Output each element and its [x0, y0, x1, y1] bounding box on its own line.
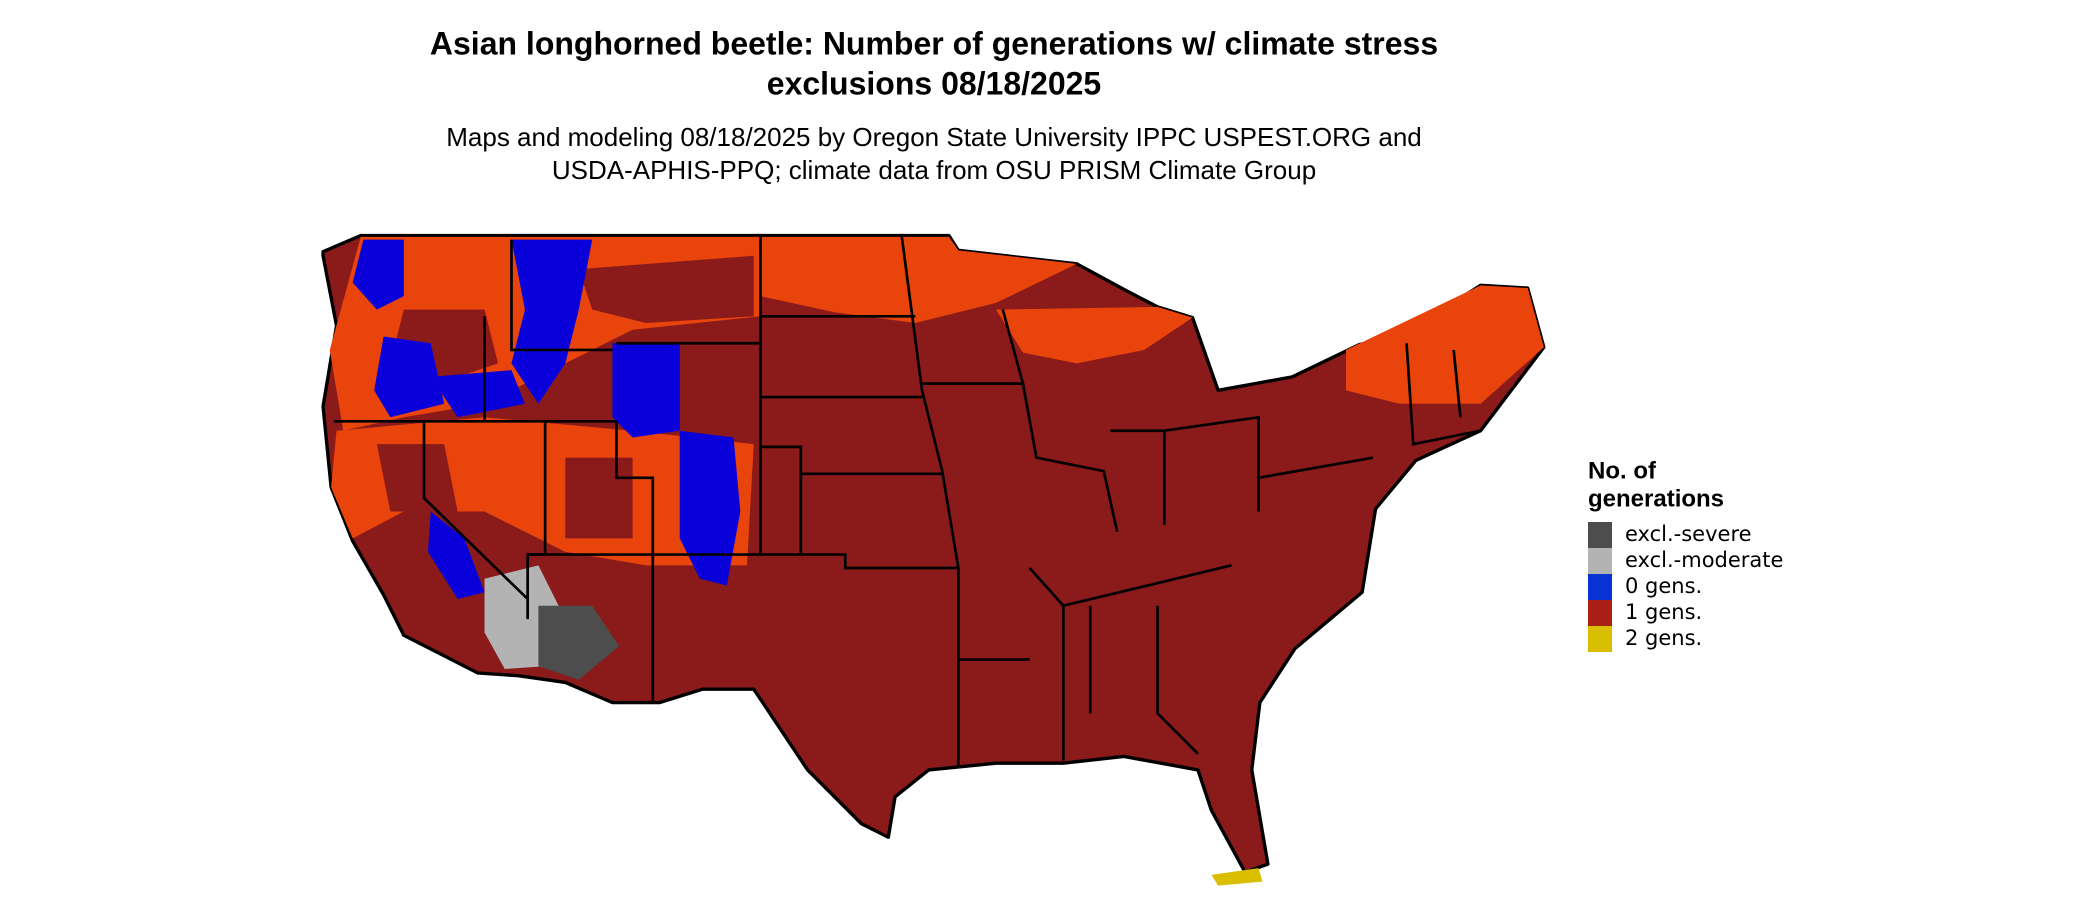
legend-label: 0 gens. — [1625, 574, 1702, 598]
title-line: Asian longhorned beetle: Number of gener… — [430, 25, 1438, 61]
us-map — [321, 233, 1546, 886]
state-lines — [333, 236, 1481, 768]
title-line: exclusions 08/18/2025 — [767, 65, 1101, 101]
legend-swatch — [1588, 548, 1612, 574]
blue-zones — [352, 239, 741, 599]
legend-title: generations — [1588, 485, 1724, 512]
subtitle-line: Maps and modeling 08/18/2025 by Oregon S… — [446, 122, 1422, 152]
legend-swatch — [1588, 574, 1612, 600]
yellow-zone — [1211, 868, 1263, 886]
legend-label: 2 gens. — [1625, 626, 1702, 650]
legend-label: 1 gens. — [1625, 600, 1702, 624]
legend-title: No. of — [1588, 457, 1657, 484]
legend-swatch — [1588, 626, 1612, 652]
legend-swatch — [1588, 600, 1612, 626]
subtitle-line: USDA-APHIS-PPQ; climate data from OSU PR… — [552, 155, 1316, 185]
exclusion-zones — [484, 565, 620, 680]
legend-label: excl.-severe — [1625, 522, 1752, 546]
legend-swatch — [1588, 522, 1612, 548]
legend-label: excl.-moderate — [1625, 548, 1783, 572]
